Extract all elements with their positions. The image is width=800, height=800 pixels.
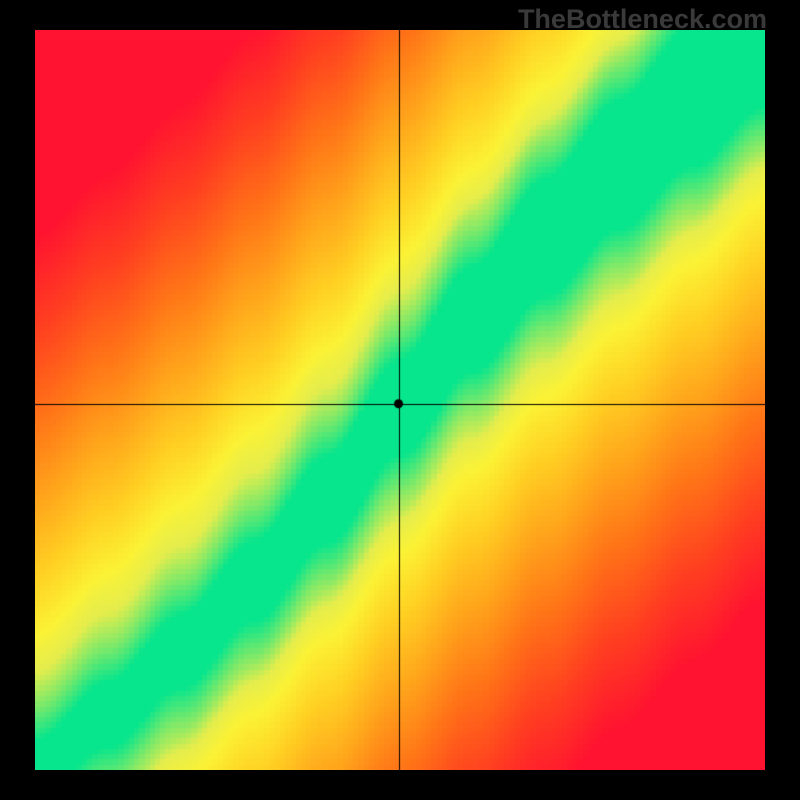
chart-container: TheBottleneck.com [0,0,800,800]
watermark-text: TheBottleneck.com [518,4,767,35]
bottleneck-heatmap [35,30,765,770]
